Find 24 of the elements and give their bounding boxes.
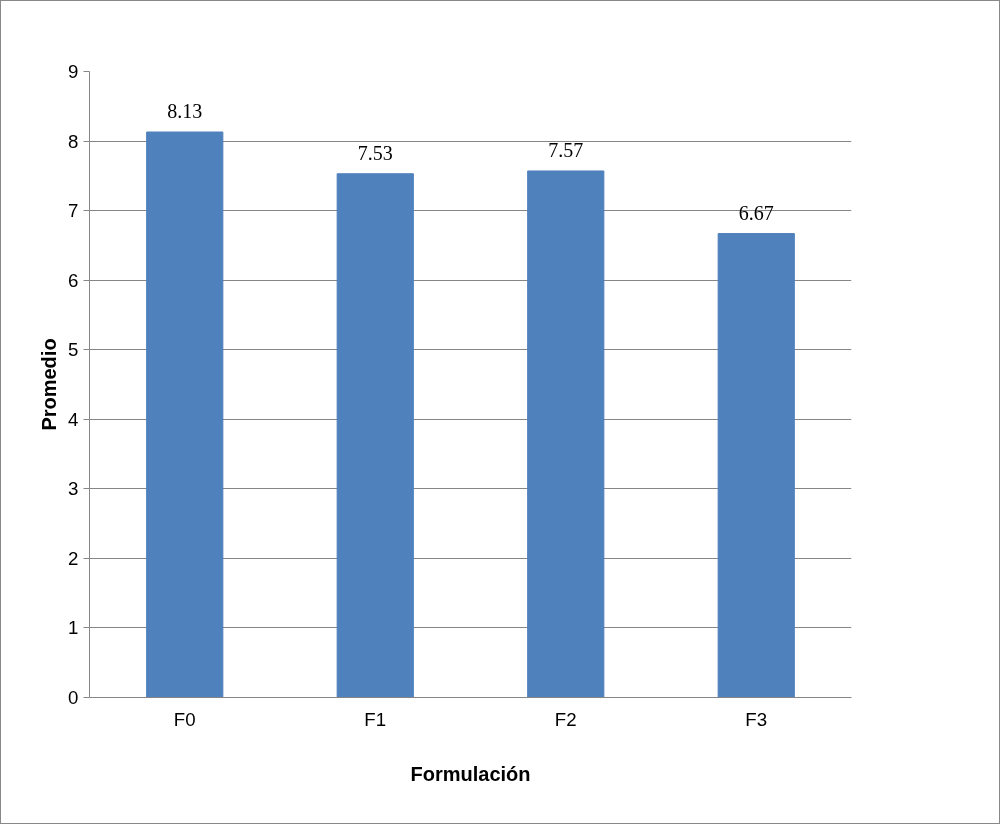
data-label: 7.53 [357, 141, 393, 164]
bar [717, 233, 795, 698]
y-axis-title: Promedio [38, 338, 61, 431]
y-tick-label: 1 [68, 617, 79, 639]
x-axis-title: Formulación [410, 762, 531, 785]
x-tick-label: F2 [554, 708, 577, 730]
y-tick-label: 2 [68, 547, 79, 569]
y-tick-label: 9 [68, 61, 79, 82]
data-label: 7.57 [548, 138, 584, 161]
y-tick-label: 4 [68, 408, 79, 430]
y-tick-label: 6 [68, 269, 79, 291]
y-tick-label: 3 [68, 478, 79, 500]
y-tick-label: 7 [68, 200, 79, 222]
x-tick-label: F1 [364, 708, 387, 730]
y-tick-label: 8 [68, 130, 79, 152]
bar [146, 131, 224, 698]
bar [336, 173, 414, 698]
y-tick-label: 5 [68, 339, 79, 361]
data-label: 6.67 [738, 201, 774, 224]
data-label: 8.13 [167, 100, 203, 123]
x-tick-label: F0 [173, 708, 196, 730]
x-tick-label: F3 [745, 708, 768, 730]
y-tick-label: 0 [68, 687, 79, 708]
bar [527, 170, 605, 698]
